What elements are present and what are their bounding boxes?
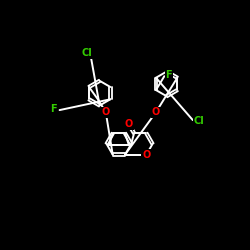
Text: O: O: [124, 119, 133, 129]
Text: Cl: Cl: [194, 116, 204, 126]
Text: O: O: [152, 108, 160, 118]
Text: F: F: [166, 70, 172, 80]
Text: Cl: Cl: [82, 48, 93, 58]
Text: F: F: [50, 104, 57, 114]
Text: O: O: [102, 108, 110, 118]
Text: O: O: [142, 150, 150, 160]
